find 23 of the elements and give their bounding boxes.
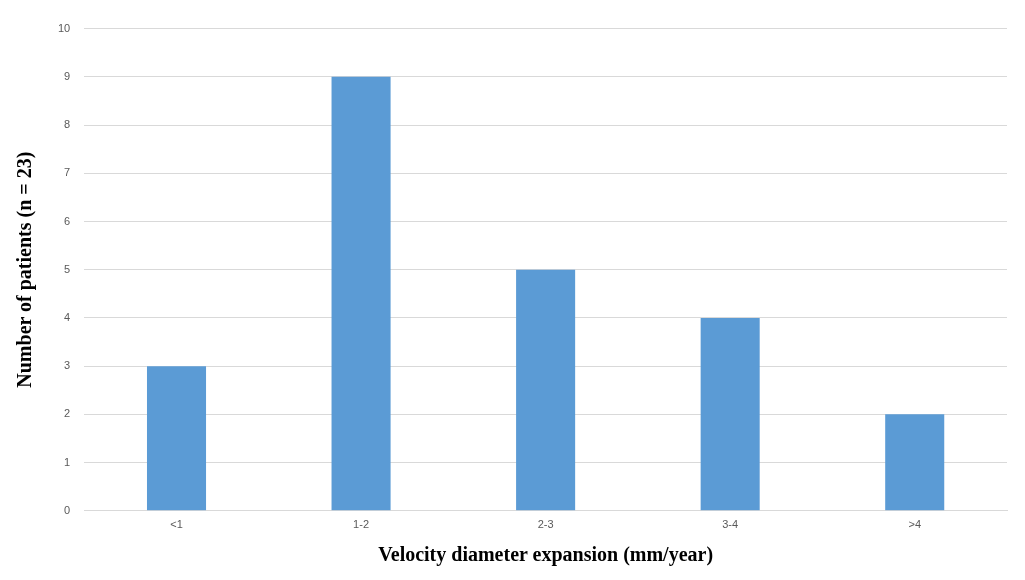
y-tick-label: 3 [64, 359, 71, 372]
y-tick-label: 10 [57, 21, 71, 34]
x-tick-label: <1 [170, 518, 183, 531]
y-axis-title: Number of patients (n = 23) [13, 151, 37, 388]
y-tick-label: 1 [64, 455, 71, 468]
bar [146, 366, 207, 511]
y-tick-label: 0 [64, 503, 71, 516]
bar [700, 317, 760, 511]
y-tick-label: 6 [64, 214, 71, 227]
y-tick-label: 9 [64, 69, 71, 82]
y-tick-label: 2 [64, 407, 71, 420]
bar [331, 76, 391, 511]
y-tick-label: 7 [64, 166, 71, 179]
y-tick-label: 5 [64, 262, 71, 275]
y-tick-label: 4 [64, 310, 71, 323]
x-tick-label: >4 [908, 518, 921, 531]
bar [516, 269, 576, 511]
bar [885, 414, 945, 511]
x-tick-label: 2-3 [537, 518, 554, 531]
x-axis-title: Velocity diameter expansion (mm/year) [378, 543, 714, 567]
x-tick-label: 1-2 [353, 518, 370, 531]
y-tick-label: 8 [64, 118, 71, 131]
x-tick-label: 3-4 [722, 518, 739, 531]
